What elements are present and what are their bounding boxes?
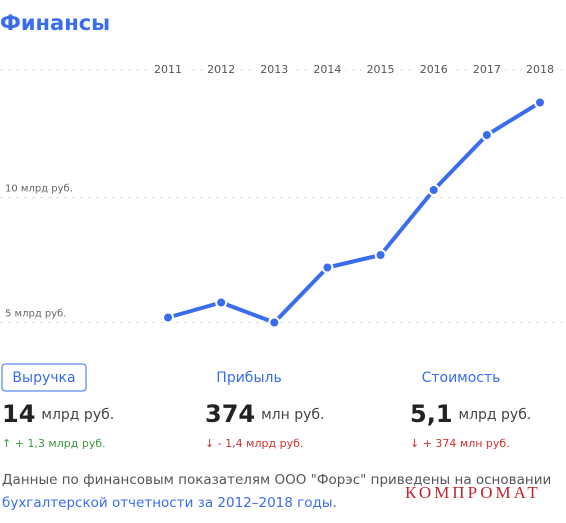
y-tick-label: 5 млрд руб. [5,309,67,320]
x-label-bg [415,62,452,78]
point [268,316,281,329]
metric-unit: млрд руб. [41,407,114,423]
footer-link[interactable]: бухгалтерской отчетности за 2012–2018 го… [2,495,333,511]
tab[interactable]: Выручка [12,370,75,386]
metric-value: 374 [205,400,255,428]
footer-line: бухгалтерской отчетности за 2012–2018 го… [2,495,337,511]
x-label-bg [309,62,346,78]
point [374,249,387,261]
x-label-bg [203,62,240,78]
metric-change: ↓ - 1,4 млрд руб. [205,437,303,450]
x-tick-label: 2011 [154,63,182,76]
y-tick-label: 10 млрд руб. [5,184,73,195]
line [167,100,542,325]
metric-unit: млн руб. [261,407,324,423]
metric-change: ↓ + 374 млн руб. [410,437,510,450]
plot: 5 млрд руб. 10 млрд руб. 2011 2012 2013 2014 2… [0,62,566,329]
x-tick-label: 2014 [313,63,341,76]
metric-value: 5,1 [410,400,453,428]
point [215,296,228,309]
x-tick-label: 2012 [207,63,235,76]
tab[interactable]: Стоимость [422,370,501,386]
title: Финансы [0,11,110,35]
x-tick-label: 2013 [260,63,288,76]
metric-change: ↑ + 1,3 млрд руб. [2,437,106,450]
point [162,311,174,324]
metric-value: 14 [2,400,35,428]
x-label-bg [522,62,558,78]
metric: 5,1 млрд руб. [410,400,531,428]
point [534,96,546,109]
x-tick-label: 2016 [420,63,448,76]
metric: 374 млн руб. [205,400,324,428]
point [321,261,334,274]
footer-end: . [333,495,337,511]
x-tick-label: 2018 [526,63,554,76]
point [480,129,493,141]
metric-unit: млрд руб. [459,407,532,423]
x-tick-label: 2015 [367,63,395,76]
point [427,184,440,196]
tab-active-box[interactable] [1,363,87,392]
x-label-bg [150,62,186,78]
tab[interactable]: Прибыль [216,370,281,386]
x-tick-label: 2017 [473,63,501,76]
metric: 14 млрд руб. [2,400,114,428]
x-label-bg [256,62,293,78]
footer-text: Данные по финансовым показателям ООО "Фо… [2,472,551,488]
watermark: КОМПРОМАТ [405,483,541,502]
x-label-bg [362,62,399,78]
x-label-bg [468,62,505,78]
